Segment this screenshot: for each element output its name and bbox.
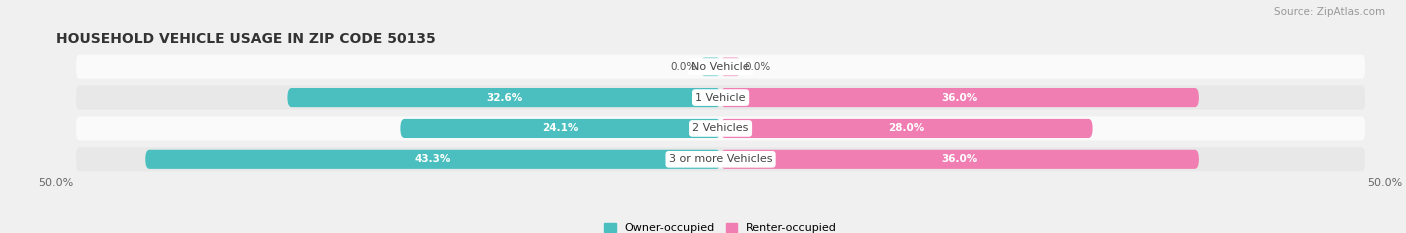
Text: 0.0%: 0.0% — [745, 62, 770, 72]
FancyBboxPatch shape — [145, 150, 721, 169]
Text: Source: ZipAtlas.com: Source: ZipAtlas.com — [1274, 7, 1385, 17]
Text: HOUSEHOLD VEHICLE USAGE IN ZIP CODE 50135: HOUSEHOLD VEHICLE USAGE IN ZIP CODE 5013… — [56, 32, 436, 46]
Text: 36.0%: 36.0% — [942, 154, 977, 164]
Text: 1 Vehicle: 1 Vehicle — [696, 93, 745, 103]
Text: 3 or more Vehicles: 3 or more Vehicles — [669, 154, 772, 164]
FancyBboxPatch shape — [721, 150, 1199, 169]
FancyBboxPatch shape — [700, 57, 721, 76]
FancyBboxPatch shape — [721, 57, 741, 76]
Text: 24.1%: 24.1% — [543, 123, 579, 134]
Legend: Owner-occupied, Renter-occupied: Owner-occupied, Renter-occupied — [605, 223, 837, 233]
FancyBboxPatch shape — [76, 116, 1365, 140]
Text: 2 Vehicles: 2 Vehicles — [692, 123, 749, 134]
Text: No Vehicle: No Vehicle — [692, 62, 749, 72]
FancyBboxPatch shape — [76, 86, 1365, 110]
Text: 0.0%: 0.0% — [671, 62, 696, 72]
FancyBboxPatch shape — [76, 147, 1365, 171]
FancyBboxPatch shape — [401, 119, 721, 138]
Text: 36.0%: 36.0% — [942, 93, 977, 103]
FancyBboxPatch shape — [721, 88, 1199, 107]
Text: 32.6%: 32.6% — [486, 93, 522, 103]
FancyBboxPatch shape — [76, 55, 1365, 79]
FancyBboxPatch shape — [721, 119, 1092, 138]
Text: 28.0%: 28.0% — [889, 123, 925, 134]
FancyBboxPatch shape — [287, 88, 721, 107]
Text: 43.3%: 43.3% — [415, 154, 451, 164]
